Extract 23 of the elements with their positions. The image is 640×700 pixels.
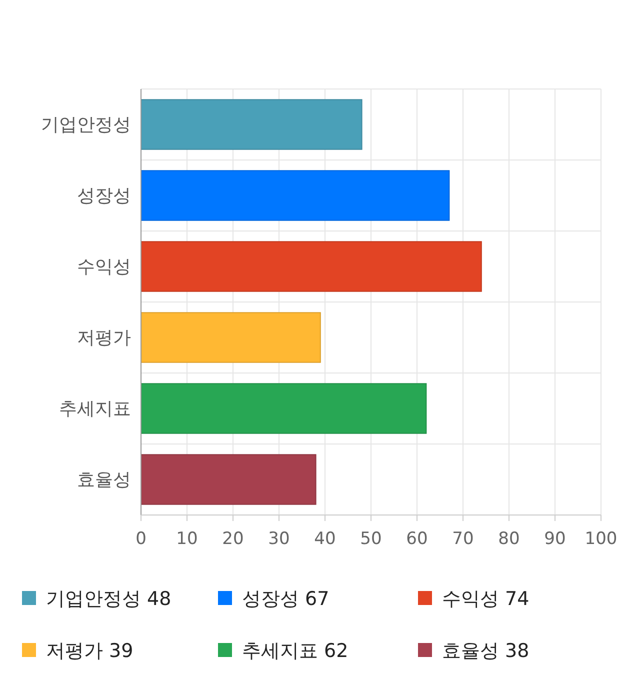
y-tick-label: 저평가 [77,328,131,348]
x-tick-label: 70 [452,529,474,549]
y-tick-label: 기업안정성 [41,114,131,136]
y-tick-label: 추세지표 [59,398,131,420]
legend-label: 성장성 67 [242,588,330,610]
y-tick-label: 수익성 [77,256,131,278]
legend-label: 기업안정성 48 [46,588,172,610]
legend-label: 수익성 74 [442,588,530,610]
legend-label: 추세지표 62 [242,640,348,662]
x-tick-label: 60 [406,529,428,549]
x-tick-label: 50 [360,529,382,549]
x-tick-label: 20 [222,529,244,549]
x-tick-label: 100 [584,529,618,549]
legend-label: 효율성 38 [442,640,530,662]
x-tick-label: 80 [498,529,520,549]
x-tick-label: 30 [268,529,290,549]
x-tick-label: 90 [544,529,566,549]
legend-label: 저평가 39 [46,640,134,662]
x-tick-label: 0 [136,529,146,549]
y-tick-label: 효율성 [77,470,131,490]
x-tick-label: 10 [176,529,198,549]
y-tick-label: 성장성 [77,186,131,206]
x-tick-label: 40 [314,529,336,549]
